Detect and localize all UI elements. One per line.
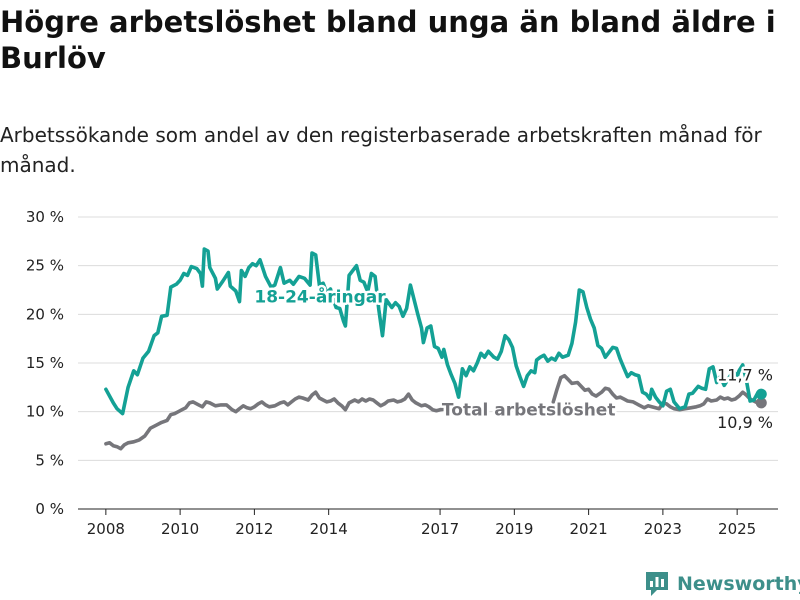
x-tick-label: 2017 <box>421 520 459 538</box>
chart-lines <box>104 247 767 451</box>
series-label-total: Total arbetslöshet <box>442 401 616 421</box>
x-tick-label: 2019 <box>495 520 533 538</box>
y-tick-label: 15 % <box>26 354 64 372</box>
y-axis-ticks: 0 % 5 % 10 % 15 % 20 % 25 % 30 % <box>26 208 64 518</box>
series-line-youth <box>104 247 764 416</box>
x-tick-label: 2023 <box>644 520 682 538</box>
x-tick-label: 2014 <box>310 520 348 538</box>
brand-name: Newsworthy <box>677 573 800 595</box>
y-tick-label: 25 % <box>26 257 64 275</box>
series-label-total-halo: Total arbetslöshet <box>442 401 616 421</box>
newsworthy-logo: Newsworthy <box>644 569 800 599</box>
line-chart: 0 % 5 % 10 % 15 % 20 % 25 % 30 % 18-24-åringar… <box>26 208 778 538</box>
x-axis: 2008 2010 2012 2014 2017 2019 2021 2023 2025 <box>78 508 778 538</box>
end-label-youth-halo: 11,7 % <box>717 366 773 385</box>
grid-lines <box>78 216 778 510</box>
series-line-total <box>104 390 450 451</box>
y-tick-label: 30 % <box>26 208 64 226</box>
y-tick-label: 10 % <box>26 403 64 421</box>
x-tick-label: 2021 <box>570 520 608 538</box>
chart-title: Högre arbetslöshet bland unga än bland ä… <box>0 5 776 75</box>
series-label-youth: 18-24-åringar <box>254 286 386 308</box>
end-label-total-halo: 10,9 % <box>717 413 773 432</box>
series-label-youth-halo: 18-24-åringar <box>254 286 386 308</box>
x-tick-label: 2025 <box>718 520 756 538</box>
y-tick-label: 0 % <box>35 500 64 518</box>
end-point-youth <box>755 388 767 400</box>
y-tick-label: 5 % <box>35 451 64 469</box>
series-line-total <box>551 373 764 412</box>
x-tick-label: 2008 <box>87 520 125 538</box>
chart-subtitle: Arbetssökande som andel av den registerb… <box>0 123 762 177</box>
newsworthy-icon <box>646 572 668 596</box>
x-tick-label: 2012 <box>235 520 273 538</box>
end-label-total: 10,9 % <box>717 413 773 432</box>
x-tick-label: 2010 <box>161 520 199 538</box>
end-point-total <box>755 397 767 409</box>
end-label-youth: 11,7 % <box>717 366 773 385</box>
y-tick-label: 20 % <box>26 305 64 323</box>
